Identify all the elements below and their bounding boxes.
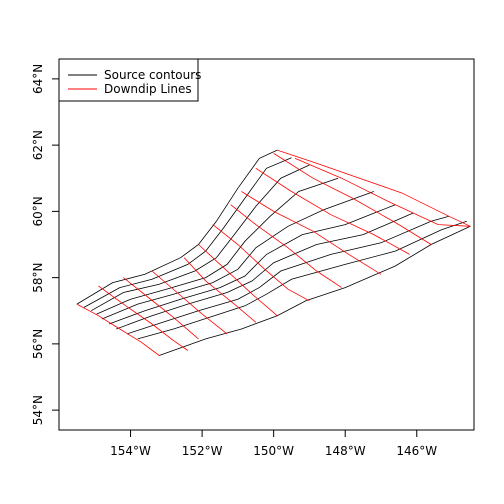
y-tick-label-1: 54°N xyxy=(31,395,45,425)
source-contour-line-9 xyxy=(137,220,467,340)
source-contour-line-5 xyxy=(101,191,374,320)
downdip-line-6 xyxy=(198,244,278,317)
y-tick-label-4: 60°N xyxy=(31,196,45,226)
y-tick-label-2: 56°N xyxy=(31,329,45,359)
y-tick-label-6: 64°N xyxy=(31,64,45,94)
x-tick-label-1: 154°W xyxy=(110,444,151,458)
source-contour-line-4 xyxy=(96,177,339,315)
x-tick-label-4: 148°W xyxy=(325,444,366,458)
downdip-line-8 xyxy=(230,204,342,288)
x-tick-label-2: 152°W xyxy=(182,444,223,458)
downdip-line-1 xyxy=(76,303,160,356)
legend-label-downdip-lines: Downdip Lines xyxy=(104,82,192,96)
downdip-line-10 xyxy=(255,167,410,255)
downdip-line-9 xyxy=(241,191,382,275)
downdip-line-13 xyxy=(277,149,471,227)
y-tick-label-5: 62°N xyxy=(31,130,45,160)
downdip-line-2 xyxy=(98,285,189,351)
series-layer xyxy=(76,149,471,356)
plot-frame xyxy=(58,58,475,431)
downdip-line-7 xyxy=(212,224,310,302)
source-contour-line-7 xyxy=(116,212,414,330)
downdip-line-4 xyxy=(151,270,228,335)
downdip-line-12 xyxy=(294,158,471,227)
legend: Source contours Downdip Lines xyxy=(58,58,201,102)
downdip-line-5 xyxy=(183,257,257,323)
downdip-line-11 xyxy=(273,153,432,245)
source-contour-line-6 xyxy=(108,204,396,325)
legend-box xyxy=(58,58,199,102)
source-contour-line-8 xyxy=(126,215,450,335)
downdip-line-3 xyxy=(123,277,199,340)
x-tick-label-3: 150°W xyxy=(253,444,294,458)
x-tick-label-5: 146°W xyxy=(396,444,437,458)
legend-label-source-contours: Source contours xyxy=(104,68,201,82)
source-contour-line-3 xyxy=(91,164,310,312)
y-tick-label-3: 58°N xyxy=(31,262,45,292)
source-contour-line-10 xyxy=(159,225,471,356)
